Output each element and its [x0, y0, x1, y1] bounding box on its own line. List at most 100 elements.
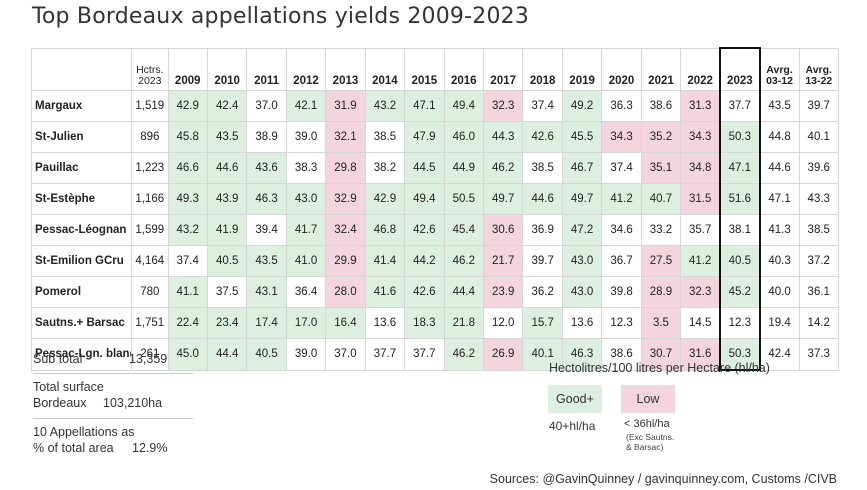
yield-cell: 41.7	[285, 214, 327, 246]
yield-cell: 36.2	[522, 276, 563, 308]
yield-cell: 44.2	[404, 245, 445, 277]
yield-cell: 32.3	[482, 90, 524, 122]
appellation-name: St-Estèphe	[30, 183, 133, 215]
table-row: Pessac-Lgn. blanc 261 45.0 44.4 40.5 39.0 37.0…	[30, 338, 839, 371]
yield-cell: 46.6	[167, 152, 208, 184]
header-row: Hctrs. 2023 2009 2010 2011 2012 2013 2014 2015 20…	[30, 47, 839, 91]
avg-13-22-cell: 38.5	[798, 214, 839, 246]
yield-cell: 37.7	[364, 338, 406, 371]
appellation-name: Pessac-Lgn. blanc	[30, 338, 133, 371]
yield-cell: 37.5	[206, 276, 248, 308]
yield-cell: 34.6	[601, 214, 642, 246]
yield-cell: 46.8	[364, 214, 406, 246]
yield-cell: 36.9	[522, 214, 563, 246]
yield-cell: 21.7	[482, 245, 524, 277]
yield-cell: 40.5	[206, 245, 248, 277]
yield-cell: 38.2	[364, 152, 406, 184]
header-hectares-line: 2023	[138, 75, 162, 87]
yield-cell: 31.5	[680, 183, 721, 215]
yield-cell: 35.2	[640, 121, 682, 153]
yield-cell: 36.7	[601, 245, 642, 277]
legend-low-note: < 36hl/ha	[624, 418, 670, 430]
yield-cell: 43.6	[246, 152, 287, 184]
appellation-name: Margaux	[30, 90, 133, 122]
yield-cell: 46.2	[482, 152, 524, 184]
yield-cell: 47.9	[404, 121, 445, 153]
yield-cell: 41.4	[364, 245, 406, 277]
yield-cell: 49.4	[443, 90, 485, 122]
yield-cell: 43.2	[167, 214, 208, 246]
yield-cell: 50.3	[719, 121, 761, 153]
table-row: St-Julien 896 45.8 43.5 38.9 39.0 32.1 38.5 47.9…	[30, 121, 839, 153]
yield-cell: 36.3	[601, 90, 642, 122]
hectares-cell: 1,166	[131, 183, 169, 215]
yield-cell: 45.0	[167, 338, 208, 371]
legend-good-note: 40+hl/ha	[549, 419, 596, 433]
yield-cell: 40.7	[640, 183, 682, 215]
yield-cell: 40.5	[719, 245, 761, 277]
yields-table: Hctrs. 2023 2009 2010 2011 2012 2013 2014 2015 20…	[30, 47, 839, 371]
avg-13-22-cell: 36.1	[798, 276, 839, 308]
yield-cell: 45.8	[167, 121, 208, 153]
hectares-cell: 261	[131, 338, 169, 371]
header-avg-03-12: Avrg. 03-12	[759, 47, 800, 91]
yield-cell: 45.4	[443, 214, 485, 246]
yield-cell: 23.9	[482, 276, 524, 308]
header-avg-13-22-line: Avrg.	[805, 64, 832, 76]
yield-cell: 31.3	[680, 90, 721, 122]
yield-cell: 45.5	[561, 121, 603, 153]
yield-cell: 50.5	[443, 183, 485, 215]
yield-cell: 29.8	[325, 152, 366, 184]
surface-label-2: Bordeaux	[33, 396, 87, 410]
appellation-name: Pessac-Léognan	[30, 214, 133, 246]
header-avg-13-22-line: 13-22	[805, 75, 833, 87]
appellation-name: St-Julien	[30, 121, 133, 153]
header-year: 2009	[167, 47, 208, 91]
yield-cell: 47.1	[719, 152, 761, 184]
yield-cell: 49.3	[167, 183, 208, 215]
yield-cell: 27.5	[640, 245, 682, 277]
yield-cell: 46.7	[561, 152, 603, 184]
yield-cell: 13.6	[561, 307, 603, 339]
yield-cell: 12.3	[719, 307, 761, 339]
yield-cell: 30.6	[482, 214, 524, 246]
header-year: 2021	[640, 47, 682, 91]
yield-cell: 34.3	[601, 121, 642, 153]
yield-cell: 38.1	[719, 214, 761, 246]
yield-cell: 17.4	[246, 307, 287, 339]
yield-cell: 49.4	[404, 183, 445, 215]
chart-title: Top Bordeaux appellations yields 2009-20…	[32, 4, 530, 29]
yield-cell: 31.6	[680, 338, 721, 371]
surface-label-1: Total surface	[33, 380, 104, 394]
yield-cell: 32.4	[325, 214, 366, 246]
avg-13-22-cell: 43.3	[798, 183, 839, 215]
yield-cell: 22.4	[167, 307, 208, 339]
header-name	[30, 47, 133, 91]
table-row: Sautns.+ Barsac 1,751 22.4 23.4 17.4 17.0 16.4…	[30, 307, 839, 339]
yield-cell: 29.9	[325, 245, 366, 277]
yield-cell: 43.5	[206, 121, 248, 153]
yield-cell: 49.2	[561, 90, 603, 122]
header-avg-03-12-line: Avrg.	[766, 64, 793, 76]
header-year: 2017	[482, 47, 524, 91]
surface-value: 103,210ha	[103, 396, 163, 410]
pct-label-2: % of total area	[33, 441, 114, 455]
yield-cell: 14.5	[680, 307, 721, 339]
header-year: 2010	[206, 47, 248, 91]
yield-cell: 43.2	[364, 90, 406, 122]
avg-03-12-cell: 44.6	[759, 152, 800, 184]
yield-cell: 37.4	[522, 90, 563, 122]
yield-cell: 39.0	[285, 338, 327, 371]
yield-cell: 38.5	[364, 121, 406, 153]
yield-cell: 42.6	[404, 214, 445, 246]
legend-low-swatch: Low	[621, 385, 675, 413]
header-year: 2014	[364, 47, 406, 91]
yield-cell: 46.3	[246, 183, 287, 215]
yield-cell: 41.9	[206, 214, 248, 246]
avg-03-12-cell: 47.1	[759, 183, 800, 215]
avg-03-12-cell: 40.0	[759, 276, 800, 308]
yield-cell: 40.1	[522, 338, 563, 371]
yield-cell: 38.3	[285, 152, 327, 184]
yield-cell: 49.7	[482, 183, 524, 215]
yield-cell: 43.0	[561, 276, 603, 308]
